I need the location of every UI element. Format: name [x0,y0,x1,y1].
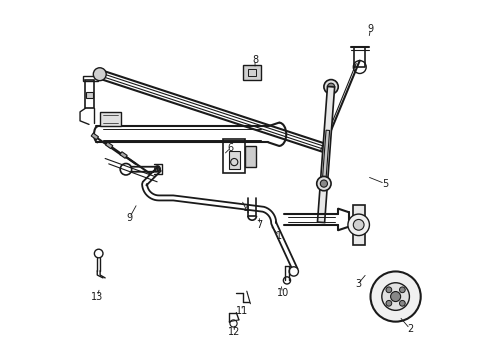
Circle shape [289,267,298,276]
Text: 4: 4 [244,206,250,216]
Polygon shape [243,65,261,80]
Polygon shape [353,205,365,244]
Text: 12: 12 [228,327,241,337]
Circle shape [386,301,392,306]
Circle shape [93,68,106,81]
Circle shape [399,287,405,293]
Polygon shape [120,152,127,158]
Text: 9: 9 [368,24,373,35]
Circle shape [399,301,405,306]
Circle shape [348,214,369,235]
Circle shape [391,292,401,302]
Polygon shape [245,146,256,167]
Circle shape [324,80,338,94]
Text: 10: 10 [276,288,289,298]
Circle shape [386,287,392,293]
Polygon shape [229,151,240,169]
Polygon shape [100,112,122,126]
Circle shape [382,283,410,310]
Text: 8: 8 [252,55,258,65]
Text: 6: 6 [227,143,234,153]
Polygon shape [91,133,98,140]
Text: 11: 11 [236,306,248,316]
Circle shape [327,83,335,90]
Text: 1: 1 [276,231,282,240]
Text: 13: 13 [91,292,103,302]
Text: 7: 7 [256,220,263,230]
Circle shape [320,180,327,187]
Circle shape [155,166,160,171]
Polygon shape [105,142,113,149]
Text: 9: 9 [126,213,133,222]
Polygon shape [322,130,330,184]
Circle shape [370,271,421,321]
Text: 5: 5 [382,179,388,189]
Circle shape [353,220,364,230]
Polygon shape [87,92,93,98]
Text: 2: 2 [407,324,413,334]
Circle shape [317,176,331,191]
Polygon shape [318,86,335,222]
Text: 3: 3 [355,279,361,289]
